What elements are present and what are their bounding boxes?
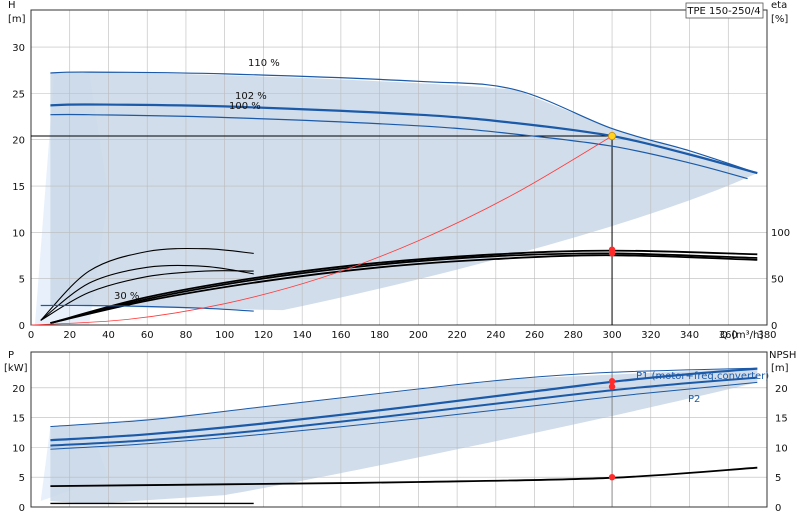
head-x-tick-label: 180 bbox=[370, 330, 389, 341]
head-curve bbox=[50, 103, 758, 175]
curve-speed-label: 30 % bbox=[114, 291, 139, 302]
power-plot-border bbox=[30, 351, 768, 508]
head-x-tick-label: 20 bbox=[63, 330, 76, 341]
head-y-label: H bbox=[8, 0, 16, 11]
npsh-tick-label: 0 bbox=[775, 503, 781, 514]
curve-speed-label: 110 % bbox=[248, 58, 280, 69]
eta-curve bbox=[50, 249, 758, 324]
head-x-tick-label: 40 bbox=[102, 330, 115, 341]
npsh-tick-label: 20 bbox=[775, 384, 788, 395]
npsh-tick-label: 5 bbox=[775, 473, 781, 484]
head-y-tick-label: 30 bbox=[12, 43, 25, 54]
power-y-tick-label: 15 bbox=[12, 414, 25, 425]
power-y-tick-label: 5 bbox=[19, 473, 25, 484]
power-y-tick-label: 0 bbox=[19, 503, 25, 514]
curve-speed-label: 102 % bbox=[235, 91, 267, 102]
eta-curve bbox=[40, 270, 254, 321]
head-x-tick-label: 60 bbox=[141, 330, 154, 341]
q-axis-label: Q bbox=[720, 330, 728, 341]
power-y-tick-label: 10 bbox=[12, 443, 25, 454]
npsh-label: NPSH bbox=[769, 350, 796, 361]
head-x-tick-label: 0 bbox=[28, 330, 34, 341]
npsh-tick-label: 15 bbox=[775, 414, 788, 425]
eta-curve bbox=[40, 247, 254, 321]
npsh-unit: [m] bbox=[771, 363, 789, 374]
eta-tick-label: 0 bbox=[771, 321, 777, 332]
eta-duty-marker bbox=[608, 250, 616, 257]
head-y-tick-label: 25 bbox=[12, 89, 25, 100]
pump-model-box bbox=[685, 2, 764, 19]
head-duty-marker bbox=[608, 131, 617, 140]
power-operating-area bbox=[50, 368, 758, 505]
head-y-tick-label: 15 bbox=[12, 182, 25, 193]
head-x-tick-label: 80 bbox=[180, 330, 193, 341]
head-x-tick-label: 100 bbox=[215, 330, 234, 341]
head-curve bbox=[30, 135, 613, 326]
power-y-label: P bbox=[8, 350, 14, 361]
power-y-tick-label: 20 bbox=[12, 384, 25, 395]
power-curve bbox=[50, 376, 758, 447]
head-x-tick-label: 360 bbox=[719, 330, 738, 341]
eta-label: eta bbox=[771, 0, 787, 11]
head-y-tick-label: 10 bbox=[12, 228, 25, 239]
head-x-tick-label: 120 bbox=[254, 330, 273, 341]
head-y-tick-label: 5 bbox=[19, 275, 25, 286]
pump-model-label: TPE 150-250/4 bbox=[686, 6, 760, 17]
head-plot-border bbox=[30, 9, 768, 326]
p2-legend-label: P2 bbox=[688, 394, 700, 405]
head-x-tick-label: 220 bbox=[448, 330, 467, 341]
eta-curve bbox=[50, 254, 758, 324]
power-curve bbox=[50, 367, 758, 442]
eta-unit: [%] bbox=[771, 14, 788, 25]
head-x-tick-label: 200 bbox=[409, 330, 428, 341]
p1-legend-label: P1 (motor+freq.converter) bbox=[636, 371, 769, 382]
power-y-unit: [kW] bbox=[4, 363, 28, 374]
power-duty-marker bbox=[608, 383, 616, 390]
npsh-tick-label: 10 bbox=[775, 443, 788, 454]
power-duty-marker bbox=[608, 473, 616, 481]
head-curve bbox=[50, 71, 758, 174]
head-x-tick-label: 340 bbox=[680, 330, 699, 341]
power-curve bbox=[50, 367, 758, 427]
curve-speed-label: 100 % bbox=[229, 101, 261, 112]
head-y-unit: [m] bbox=[8, 14, 26, 25]
head-x-tick-label: 280 bbox=[564, 330, 583, 341]
eta-tick-label: 100 bbox=[771, 228, 790, 239]
eta-curve bbox=[50, 252, 758, 324]
head-x-tick-label: 260 bbox=[525, 330, 544, 341]
q-axis-unit: [m³/h] bbox=[732, 330, 763, 341]
npsh-curve bbox=[50, 466, 758, 487]
head-curve bbox=[40, 304, 254, 312]
head-curve bbox=[50, 113, 748, 180]
head-x-tick-label: 320 bbox=[641, 330, 660, 341]
head-x-tick-label: 380 bbox=[757, 330, 776, 341]
power-curve bbox=[50, 381, 758, 450]
head-x-tick-label: 240 bbox=[486, 330, 505, 341]
power-duty-marker bbox=[608, 378, 616, 385]
head-x-tick-label: 140 bbox=[293, 330, 312, 341]
head-y-tick-label: 20 bbox=[12, 136, 25, 147]
eta-curve bbox=[40, 264, 254, 321]
eta-tick-label: 50 bbox=[771, 275, 784, 286]
head-x-tick-label: 300 bbox=[603, 330, 622, 341]
head-y-tick-label: 0 bbox=[19, 321, 25, 332]
head-x-tick-label: 160 bbox=[331, 330, 350, 341]
